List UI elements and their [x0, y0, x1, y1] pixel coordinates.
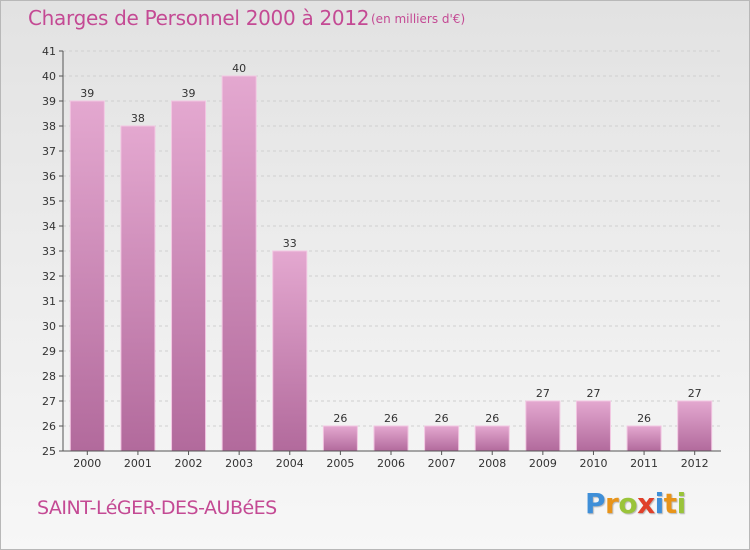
data-label: 40 — [232, 62, 246, 75]
data-label: 26 — [485, 412, 499, 425]
bar — [373, 425, 409, 452]
y-tick-label: 35 — [42, 195, 56, 208]
data-label: 26 — [435, 412, 449, 425]
y-tick-label: 33 — [42, 245, 56, 258]
y-tick-label: 29 — [42, 345, 56, 358]
x-tick-label: 2002 — [175, 457, 203, 470]
y-tick-label: 26 — [42, 420, 56, 433]
x-tick-label: 2005 — [326, 457, 354, 470]
bar-group: 26 — [322, 412, 358, 452]
data-label: 39 — [80, 87, 94, 100]
logo-letter: i — [654, 487, 665, 520]
bar-group: 27 — [525, 387, 561, 452]
bar — [120, 125, 156, 452]
data-label: 26 — [333, 412, 347, 425]
y-tick-label: 34 — [42, 220, 56, 233]
y-tick-label: 32 — [42, 270, 56, 283]
x-tick-label: 2001 — [124, 457, 152, 470]
x-tick-label: 2011 — [630, 457, 658, 470]
proxiti-logo[interactable]: Proxiti — [585, 487, 686, 520]
bar — [677, 400, 713, 452]
y-tick-label: 25 — [42, 445, 56, 458]
data-label: 26 — [637, 412, 651, 425]
x-tick-label: 2010 — [579, 457, 607, 470]
y-tick-label: 30 — [42, 320, 56, 333]
logo-letter: i — [676, 487, 687, 520]
bar-group: 27 — [575, 387, 611, 452]
logo-letter: P — [585, 487, 606, 520]
bar — [69, 100, 105, 452]
x-tick-label: 2007 — [428, 457, 456, 470]
data-label: 39 — [182, 87, 196, 100]
bar — [322, 425, 358, 452]
y-tick-label: 36 — [42, 170, 56, 183]
logo-letter: x — [637, 487, 655, 520]
y-tick-label: 31 — [42, 295, 56, 308]
bar-group: 26 — [626, 412, 662, 452]
y-tick-label: 40 — [42, 70, 56, 83]
bar-group: 38 — [120, 112, 156, 452]
data-label: 38 — [131, 112, 145, 125]
logo-letter: r — [605, 487, 619, 520]
x-tick-label: 2008 — [478, 457, 506, 470]
chart-subtitle: (en milliers d'€) — [371, 12, 466, 26]
data-label: 27 — [586, 387, 600, 400]
y-tick-label: 41 — [42, 45, 56, 58]
y-tick-label: 27 — [42, 395, 56, 408]
bar — [221, 75, 257, 452]
bar — [474, 425, 510, 452]
bar-group: 26 — [424, 412, 460, 452]
x-tick-label: 2009 — [529, 457, 557, 470]
bar — [575, 400, 611, 452]
x-tick-label: 2000 — [73, 457, 101, 470]
logo-letter: o — [618, 487, 638, 520]
x-tick-label: 2012 — [681, 457, 709, 470]
bar — [272, 250, 308, 452]
x-tick-label: 2006 — [377, 457, 405, 470]
bar — [424, 425, 460, 452]
bar-group: 39 — [171, 87, 207, 452]
commune-name: SAINT-LéGER-DES-AUBéES — [37, 497, 277, 519]
data-label: 27 — [536, 387, 550, 400]
x-tick-label: 2003 — [225, 457, 253, 470]
y-tick-label: 39 — [42, 95, 56, 108]
bar — [626, 425, 662, 452]
bar-group: 40 — [221, 62, 257, 452]
bar-group: 27 — [677, 387, 713, 452]
chart-title: Charges de Personnel 2000 à 2012 — [28, 6, 370, 30]
y-tick-label: 28 — [42, 370, 56, 383]
logo-letter: t — [663, 487, 677, 520]
x-tick-label: 2004 — [276, 457, 304, 470]
bar — [171, 100, 207, 452]
bar-group: 33 — [272, 237, 308, 452]
data-label: 33 — [283, 237, 297, 250]
bar — [525, 400, 561, 452]
y-tick-label: 37 — [42, 145, 56, 158]
bar-group: 39 — [69, 87, 105, 452]
bar-group: 26 — [474, 412, 510, 452]
y-tick-label: 38 — [42, 120, 56, 133]
bar-group: 26 — [373, 412, 409, 452]
data-label: 26 — [384, 412, 398, 425]
data-label: 27 — [688, 387, 702, 400]
